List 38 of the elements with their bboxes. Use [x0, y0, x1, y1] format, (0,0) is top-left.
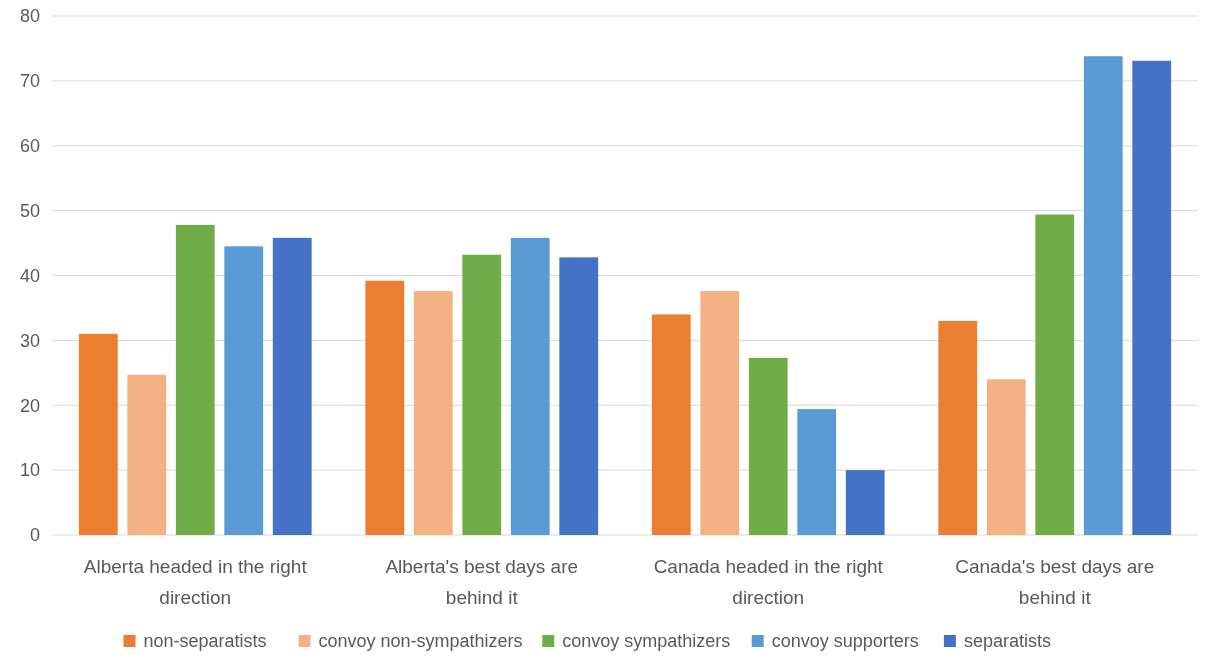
legend-label: convoy supporters: [771, 631, 919, 652]
x-tick-label: Alberta's best days are behind it: [385, 556, 579, 608]
bar: [797, 409, 837, 535]
bar: [365, 280, 405, 535]
bar: [224, 246, 264, 535]
bar: [1035, 214, 1075, 535]
y-tick-label: 20: [19, 395, 40, 416]
legend-label: non-separatists: [143, 631, 267, 652]
y-tick-label: 70: [19, 71, 40, 92]
bar: [413, 291, 453, 535]
legend-label: convoy non-sympathizers: [318, 631, 523, 652]
y-tick-label: 60: [19, 136, 40, 157]
bar: [748, 357, 788, 535]
bar: [1083, 56, 1123, 535]
bar: [938, 320, 978, 535]
y-tick-label: 0: [29, 525, 40, 546]
bar: [986, 379, 1026, 535]
legend-label: separatists: [963, 631, 1051, 652]
bar: [510, 237, 550, 535]
bar: [272, 237, 312, 535]
y-tick-label: 80: [19, 6, 40, 27]
x-tick-label: Canada's best days are behind it: [955, 556, 1155, 608]
x-tick-label: Canada headed in the right direction: [653, 556, 884, 608]
y-tick-label: 30: [19, 330, 40, 351]
bar: [78, 333, 118, 535]
y-tick-label: 50: [19, 200, 40, 221]
bar: [845, 470, 885, 535]
y-tick-label: 10: [19, 460, 40, 481]
legend-label: convoy sympathizers: [562, 631, 731, 652]
y-tick-label: 40: [19, 265, 40, 286]
x-tick-label: Alberta headed in the right direction: [83, 556, 308, 608]
bar: [700, 291, 740, 535]
bar: [462, 254, 502, 535]
bar: [127, 374, 167, 535]
bar: [559, 257, 599, 535]
bar: [651, 314, 691, 535]
bar: [175, 224, 215, 535]
bar: [1132, 60, 1172, 535]
